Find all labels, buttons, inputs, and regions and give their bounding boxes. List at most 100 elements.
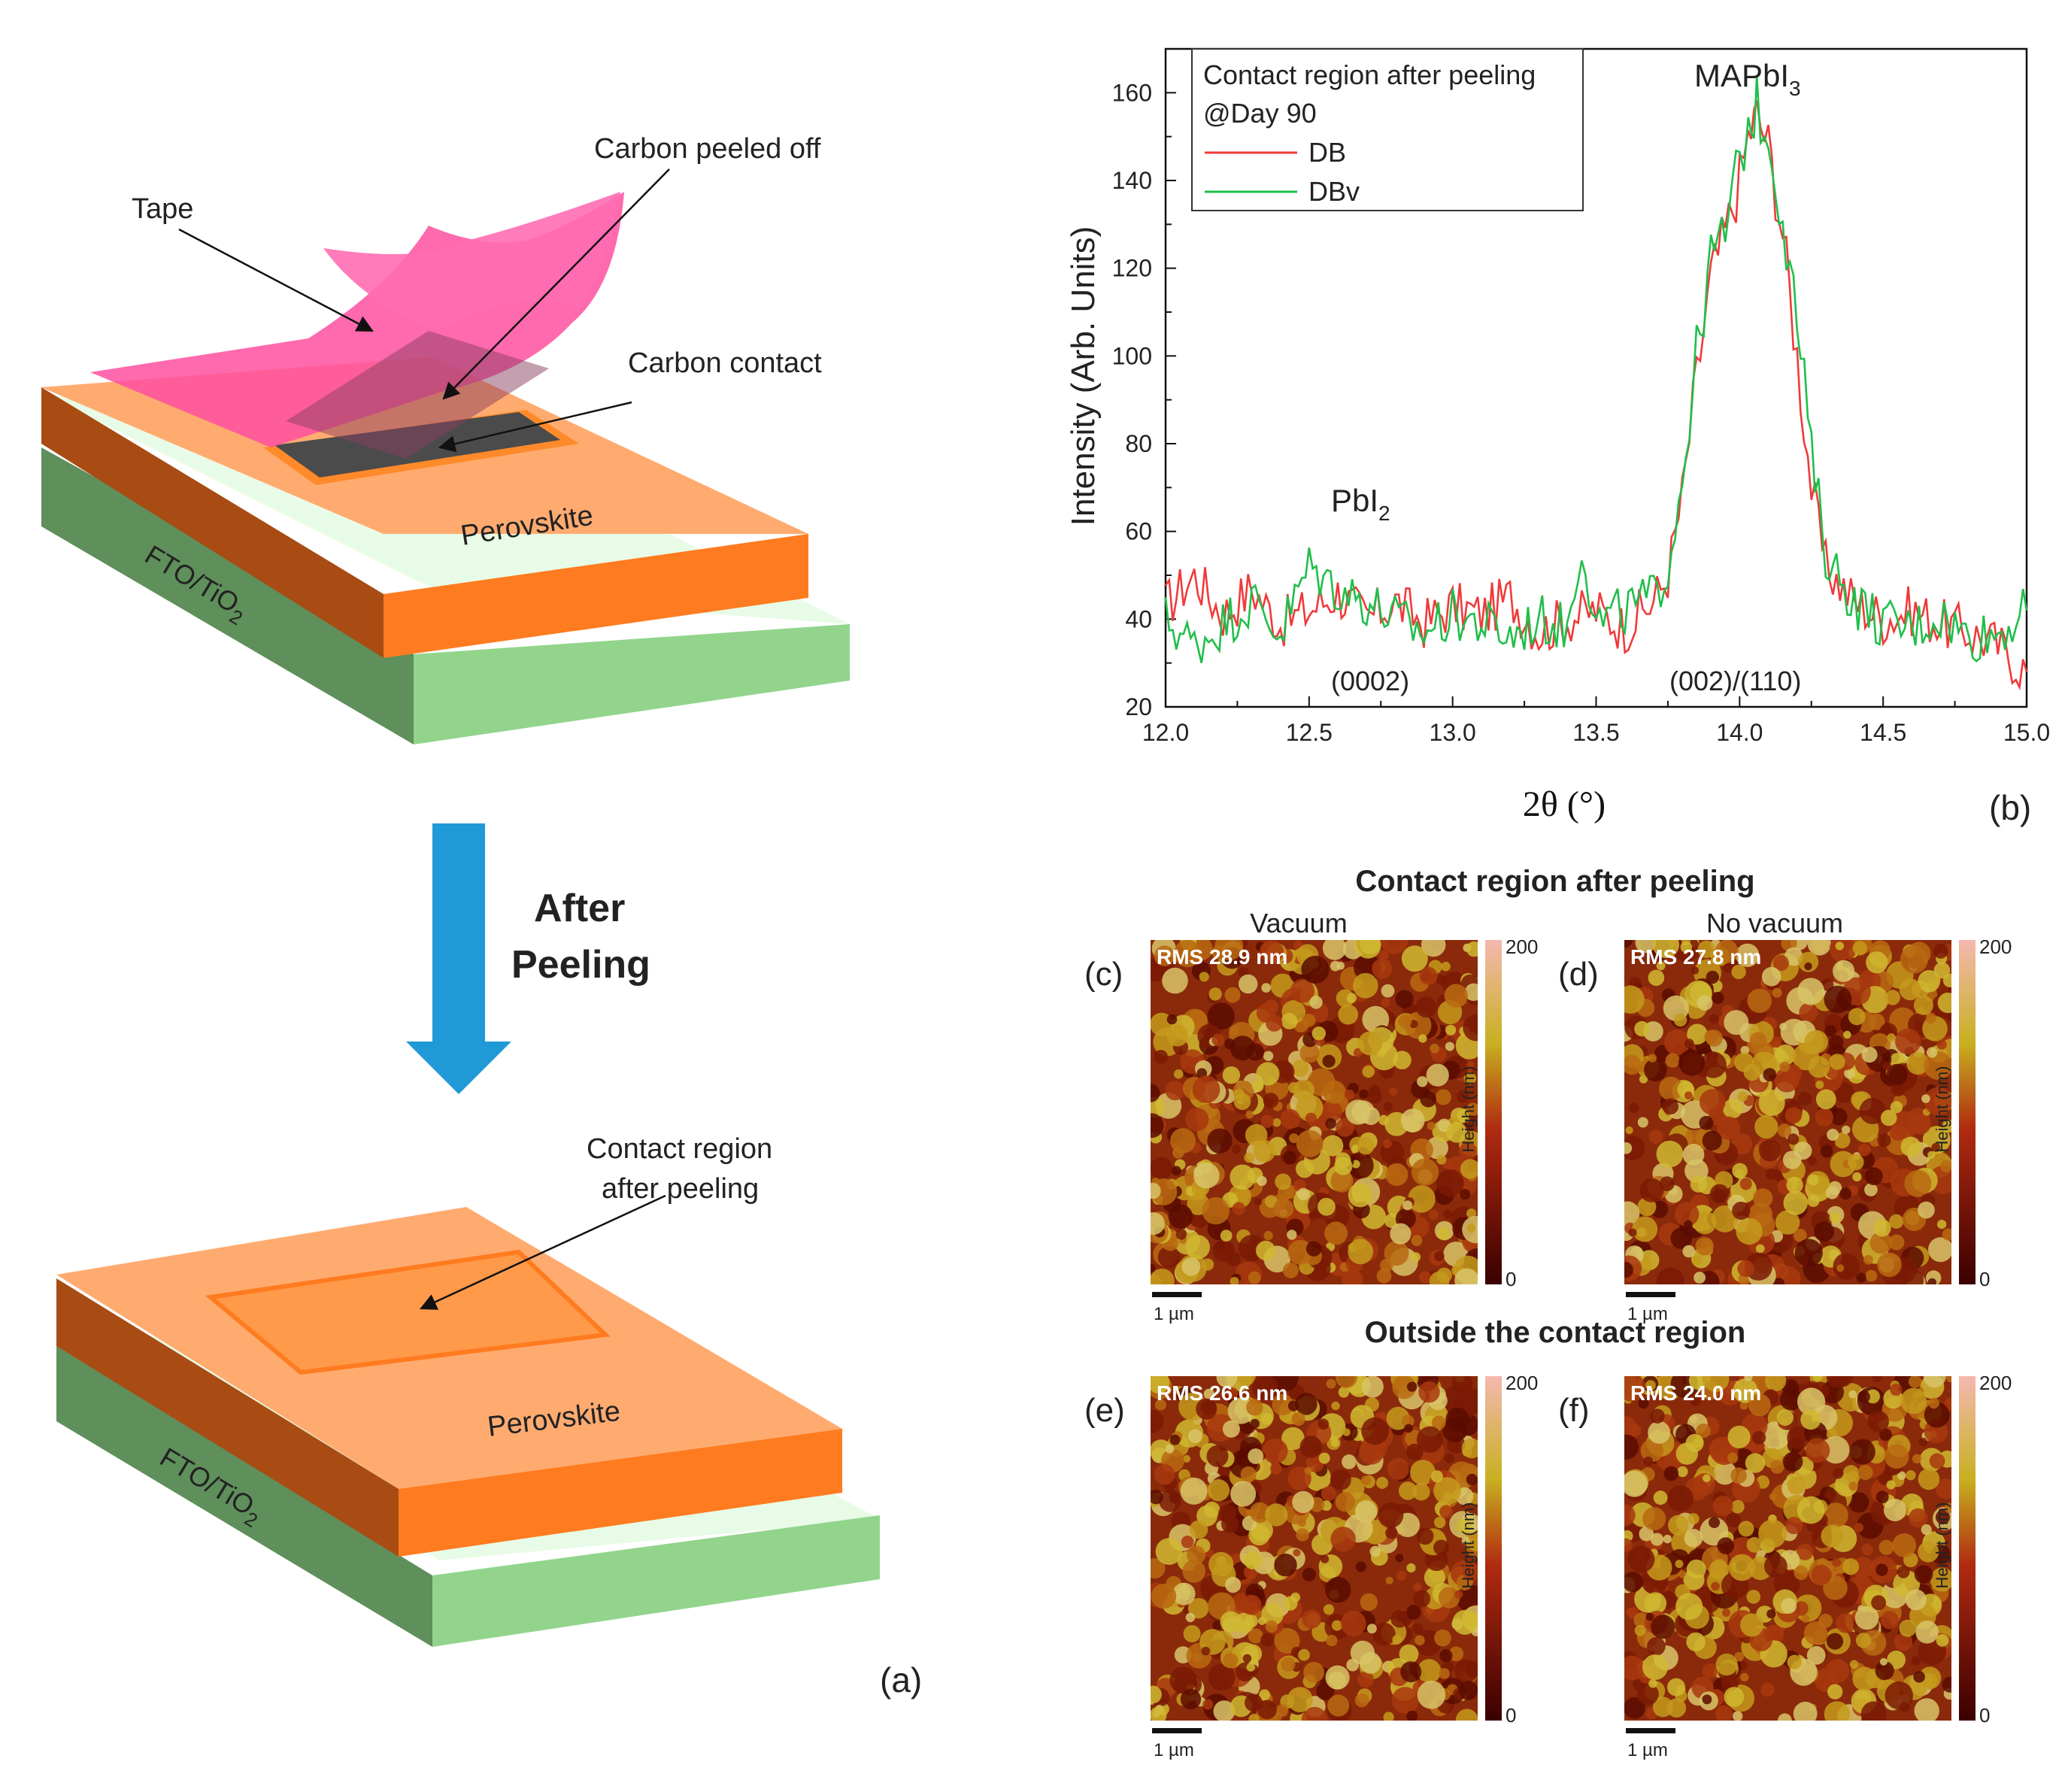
label-carbon-contact: Carbon contact: [628, 347, 822, 379]
afm-grains: [1151, 940, 1478, 1284]
tape-flap: [323, 192, 620, 331]
y-tick-label: 20: [1125, 693, 1152, 720]
colorbar-max: 200: [1506, 940, 1538, 958]
afm-panel-label: (d): [1558, 956, 1599, 993]
series-lines: [1164, 75, 2028, 691]
legend-label-db: DB: [1308, 137, 1346, 168]
colorbar-label: Height (nm): [1459, 1502, 1478, 1589]
afm-grains: [1151, 1376, 1478, 1721]
colorbar-max: 200: [1979, 1376, 2012, 1394]
carbon-peeled-arrow: [442, 168, 670, 400]
afm-panel-d: (d) RMS 27.8 nm 200 0 Height (nm) 1 µm: [1549, 940, 2038, 1331]
scale-bar-label: 1 µm: [1627, 1304, 1668, 1324]
afm-panel-label: (c): [1084, 956, 1123, 993]
label-contact-region-2: after peeling: [602, 1173, 759, 1205]
perovskite-front: [384, 534, 808, 658]
colorbar-label: Height (nm): [1459, 1066, 1478, 1153]
annot-peak-002-110: (002)/(110): [1669, 666, 1801, 696]
colorbar-label: Height (nm): [1933, 1066, 1951, 1153]
afm-titles: Contact region after peeling Vacuum No v…: [1250, 865, 1843, 938]
colorbar-min: 0: [1506, 1268, 1516, 1290]
legend-title-1: Contact region after peeling: [1203, 59, 1536, 90]
label-tape: Tape: [132, 193, 193, 225]
legend-title-2: @Day 90: [1203, 98, 1317, 129]
legend-label-dbv: DBv: [1308, 176, 1360, 207]
colorbar-min: 0: [1979, 1704, 1990, 1727]
series-line-dbv: [1164, 75, 2028, 663]
afm-panel-f: (f) RMS 24.0 nm 200 0 Height (nm) 1 µm: [1549, 1376, 2038, 1767]
afm-rms-value: RMS 27.8 nm: [1630, 945, 1761, 969]
annot-pbi2: PbI2: [1331, 483, 1390, 525]
substrate-front-2: [432, 1515, 880, 1647]
afm-panel-c: (c) RMS 28.9 nm 200 0 Height (nm) 1 µm: [1075, 940, 1564, 1331]
afm-rms-value: RMS 26.6 nm: [1157, 1381, 1287, 1405]
contact-region: [205, 1249, 611, 1375]
afm-title-outside: Outside the contact region: [1365, 1316, 1746, 1349]
annot-peak-0002: (0002): [1331, 666, 1409, 696]
after-text: After: [534, 887, 625, 930]
perovskite-side-2: [56, 1278, 399, 1557]
afm-rms-value: RMS 28.9 nm: [1157, 945, 1287, 969]
afm-col-vacuum: Vacuum: [1250, 908, 1347, 938]
panel-a-schematic: Tape Carbon peeled off Carbon contact Pe…: [41, 133, 922, 1700]
arrow-down-icon: [406, 823, 511, 1094]
colorbar-max: 200: [1506, 1376, 1538, 1394]
y-tick-label: 160: [1112, 79, 1152, 106]
y-axis-label: Intensity (Arb. Units): [1065, 226, 1102, 526]
chart-annotations: PbI2 MAPbI3 (0002) (002)/(110): [1331, 58, 1801, 696]
afm-rms-value: RMS 24.0 nm: [1630, 1381, 1761, 1405]
y-tick-label: 140: [1112, 167, 1152, 194]
scale-bar: [1152, 1292, 1202, 1297]
peeling-text: Peeling: [511, 943, 650, 987]
colorbar-min: 0: [1506, 1704, 1516, 1727]
x-tick-label: 12.0: [1142, 719, 1189, 746]
substrate-front: [414, 624, 850, 744]
afm-figure: (d) RMS 27.8 nm 200 0 Height (nm) 1 µm: [1558, 940, 2012, 1324]
carbon-contact-arrow: [438, 401, 632, 453]
panel-b-xrd-chart: 12.0 12.5 13.0 13.5 14.0 14.5 15.0 20 40 60 80 100 1…: [1065, 47, 2051, 827]
x-tick-label: 13.0: [1430, 719, 1476, 746]
y-tick-label: 120: [1112, 255, 1152, 282]
axis-ticks: 12.0 12.5 13.0 13.5 14.0 14.5 15.0 20 40 60 80 100 1…: [1112, 79, 2051, 746]
contact-region-arrow: [419, 1194, 666, 1310]
x-tick-label: 14.5: [1860, 719, 1906, 746]
x-axis-label: 2θ (°): [1523, 784, 1606, 824]
legend-box: [1191, 48, 1584, 211]
x-tick-label: 15.0: [2003, 719, 2050, 746]
afm-title-contact: Contact region after peeling: [1355, 865, 1754, 898]
panel-a-label: (a): [880, 1660, 922, 1700]
afm-col-novacuum: No vacuum: [1706, 908, 1843, 938]
perovskite-front-2: [399, 1429, 842, 1557]
chart-legend: Contact region after peeling @Day 90 DB …: [1191, 48, 1584, 211]
afm-figure: (e) RMS 26.6 nm 200 0 Height (nm) 1 µm: [1084, 1376, 1538, 1760]
substrate-side-2: [56, 1346, 432, 1647]
afm-colorbar: [1959, 940, 1976, 1284]
y-tick-label: 60: [1125, 518, 1152, 545]
afm-colorbar: [1485, 1376, 1502, 1721]
afm-colorbar: [1485, 940, 1502, 1284]
x-tick-label: 12.5: [1286, 719, 1333, 746]
carbon-peeled-off: [286, 331, 549, 459]
panel-b-label: (b): [1989, 788, 2031, 827]
afm-panel-e: (e) RMS 26.6 nm 200 0 Height (nm) 1 µm: [1075, 1376, 1564, 1767]
scale-bar: [1626, 1292, 1675, 1297]
series-line-db: [1164, 100, 2028, 691]
colorbar-label: Height (nm): [1933, 1502, 1951, 1589]
device-before-peeling: Tape Carbon peeled off Carbon contact Pe…: [41, 133, 850, 744]
after-peeling-arrow: After Peeling: [406, 823, 650, 1094]
afm-panel-label: (f): [1558, 1392, 1590, 1429]
tape-arrow: [178, 228, 374, 332]
scale-bar: [1152, 1728, 1202, 1733]
x-tick-label: 13.5: [1572, 719, 1619, 746]
perovskite-side: [41, 387, 384, 658]
x-tick-label: 14.0: [1716, 719, 1763, 746]
scale-bar-label: 1 µm: [1627, 1740, 1668, 1760]
y-tick-label: 100: [1112, 342, 1152, 369]
afm-grains: [1624, 1376, 1951, 1721]
afm-title-outside-wrap: Outside the contact region: [1365, 1316, 1746, 1349]
scale-bar-label: 1 µm: [1154, 1740, 1194, 1760]
afm-figure: (c) RMS 28.9 nm 200 0 Height (nm) 1 µm: [1084, 940, 1538, 1324]
colorbar-min: 0: [1979, 1268, 1990, 1290]
label-contact-region-1: Contact region: [587, 1133, 772, 1165]
scale-bar: [1626, 1728, 1675, 1733]
